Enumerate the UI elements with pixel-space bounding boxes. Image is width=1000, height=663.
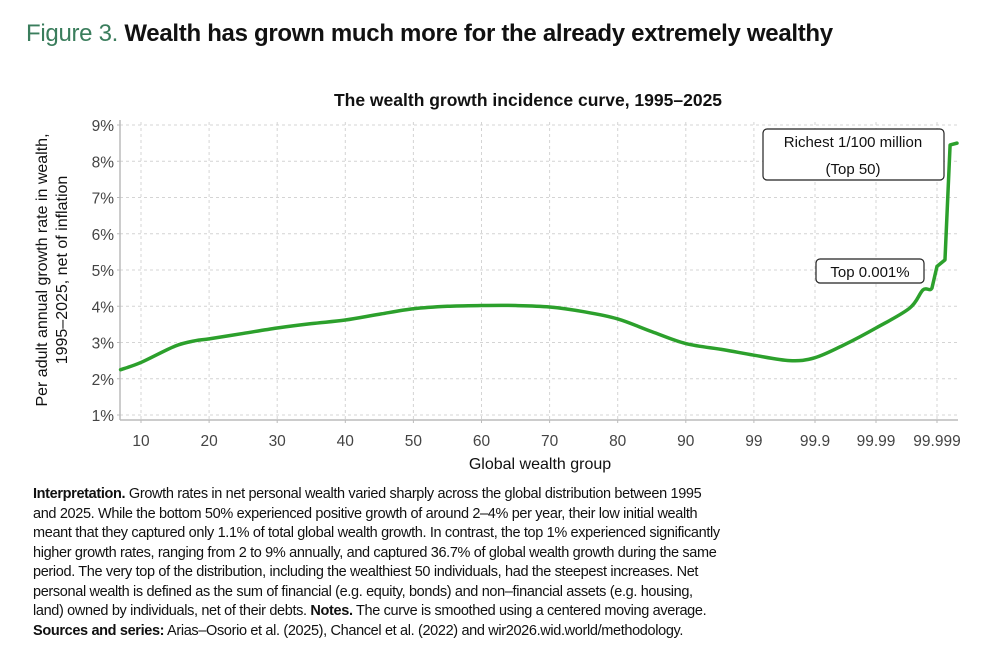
x-tick-label: 99.99 bbox=[857, 433, 896, 450]
caption-line: land) owned by individuals, net of their… bbox=[33, 602, 973, 622]
y-tick-label: 6% bbox=[92, 227, 115, 244]
caption-text: Arias–Osorio et al. (2025), Chancel et a… bbox=[164, 622, 684, 639]
figure-title: Figure 3. Wealth has grown much more for… bbox=[26, 20, 986, 48]
x-tick-label: 80 bbox=[609, 433, 627, 450]
annotation-top-0001-label: Top 0.001% bbox=[830, 264, 909, 281]
caption-heading: Interpretation. bbox=[33, 486, 126, 502]
x-tick-label: 99.9 bbox=[800, 433, 830, 450]
caption-text: and 2025. While the bottom 50% experienc… bbox=[33, 505, 698, 522]
caption-line: and 2025. While the bottom 50% experienc… bbox=[33, 505, 973, 525]
wealth-growth-chart: The wealth growth incidence curve, 1995–… bbox=[34, 90, 961, 473]
y-axis-label-line-1: Per adult annual growth rate in wealth, bbox=[34, 133, 51, 406]
chart-title: The wealth growth incidence curve, 1995–… bbox=[334, 90, 722, 110]
y-tick-label: 7% bbox=[92, 191, 115, 208]
figure-number: Figure 3. bbox=[26, 20, 119, 47]
y-tick-label: 3% bbox=[92, 336, 115, 353]
caption-line: meant that they captured only 1.1% of to… bbox=[33, 524, 973, 544]
caption-line: higher growth rates, ranging from 2 to 9… bbox=[33, 544, 973, 564]
x-tick-label: 99 bbox=[745, 433, 762, 450]
annotation-richest-line-2: (Top 50) bbox=[825, 161, 880, 178]
caption-text: period. The very top of the distribution… bbox=[33, 564, 699, 580]
figure-heading: Wealth has grown much more for the alrea… bbox=[124, 20, 833, 47]
caption-text: land) owned by individuals, net of their… bbox=[33, 603, 311, 619]
caption-line: period. The very top of the distribution… bbox=[33, 563, 973, 583]
caption-line: personal wealth is defined as the sum of… bbox=[33, 583, 973, 603]
y-tick-label: 4% bbox=[92, 299, 115, 316]
caption-line: Interpretation. Growth rates in net pers… bbox=[33, 485, 973, 505]
caption-text: The curve is smoothed using a centered m… bbox=[352, 603, 707, 619]
y-axis-label: Per adult annual growth rate in wealth, … bbox=[34, 133, 71, 406]
y-tick-label: 1% bbox=[92, 408, 115, 425]
growth-curve-line bbox=[118, 141, 959, 372]
x-tick-label: 70 bbox=[541, 433, 559, 450]
caption-text: personal wealth is defined as the sum of… bbox=[33, 583, 693, 600]
annotation-top-0001: Top 0.001% bbox=[815, 258, 925, 284]
x-tick-label: 60 bbox=[473, 433, 491, 450]
x-tick-label: 10 bbox=[132, 433, 150, 450]
caption-text: higher growth rates, ranging from 2 to 9… bbox=[33, 544, 717, 561]
x-tick-label: 90 bbox=[677, 433, 695, 450]
caption-text: Growth rates in net personal wealth vari… bbox=[125, 486, 702, 502]
y-tick-label: 9% bbox=[92, 118, 115, 135]
x-tick-label: 40 bbox=[337, 433, 355, 450]
x-tick-label: 30 bbox=[269, 433, 287, 450]
annotation-richest-line-1: Richest 1/100 million bbox=[784, 134, 922, 151]
y-tick-label: 8% bbox=[92, 154, 115, 171]
x-tick-label: 50 bbox=[405, 433, 423, 450]
caption-text: meant that they captured only 1.1% of to… bbox=[33, 525, 720, 541]
annotation-richest: Richest 1/100 million (Top 50) bbox=[762, 128, 945, 181]
caption-heading: Sources and series: bbox=[33, 622, 165, 639]
caption: Interpretation. Growth rates in net pers… bbox=[33, 485, 973, 641]
axes: 1% 2% 3% 4% 5% 6% 7% 8% 9% 10 20 30 40 50 60 70 80 90 99 99… bbox=[92, 118, 961, 450]
caption-heading: Notes. bbox=[310, 603, 353, 619]
y-tick-label: 2% bbox=[92, 372, 115, 389]
x-tick-label: 99.999 bbox=[913, 433, 960, 450]
x-axis-label: Global wealth group bbox=[469, 456, 611, 473]
x-tick-label: 20 bbox=[200, 433, 218, 450]
y-axis-label-line-2: 1995–2025, net of inflation bbox=[54, 176, 71, 365]
y-tick-label: 5% bbox=[92, 263, 115, 280]
caption-line: Sources and series: Arias–Osorio et al. … bbox=[33, 622, 973, 642]
